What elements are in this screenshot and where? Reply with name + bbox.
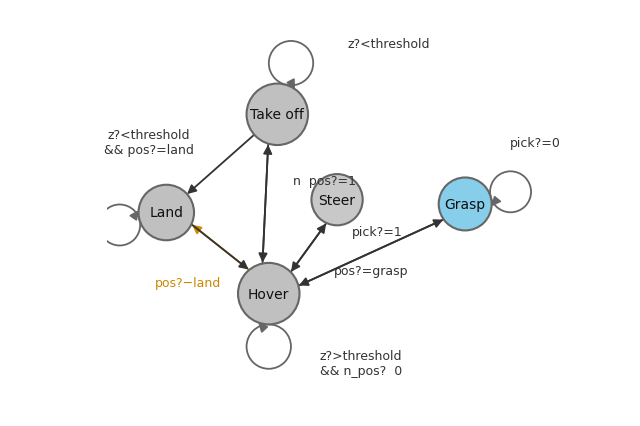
Text: Land: Land bbox=[149, 206, 183, 220]
Text: pos?=grasp: pos?=grasp bbox=[334, 264, 408, 277]
Ellipse shape bbox=[312, 175, 363, 226]
Text: pick?=0: pick?=0 bbox=[510, 136, 561, 149]
Text: pick?=1: pick?=1 bbox=[352, 226, 403, 239]
Text: z?<threshold: z?<threshold bbox=[348, 38, 430, 51]
Ellipse shape bbox=[246, 84, 308, 146]
Text: pos?−land: pos?−land bbox=[154, 277, 221, 290]
Text: Take off: Take off bbox=[250, 108, 304, 122]
Text: z?<threshold
&& pos?=land: z?<threshold && pos?=land bbox=[104, 129, 194, 157]
Text: n  pos?=1: n pos?=1 bbox=[292, 175, 356, 187]
Text: Grasp: Grasp bbox=[445, 198, 486, 211]
Ellipse shape bbox=[438, 178, 492, 231]
Text: Steer: Steer bbox=[319, 193, 356, 207]
Ellipse shape bbox=[238, 263, 300, 325]
Text: z?>threshold
&& n_pos?  0: z?>threshold && n_pos? 0 bbox=[320, 349, 403, 377]
Ellipse shape bbox=[138, 185, 194, 241]
Text: Hover: Hover bbox=[248, 287, 289, 301]
